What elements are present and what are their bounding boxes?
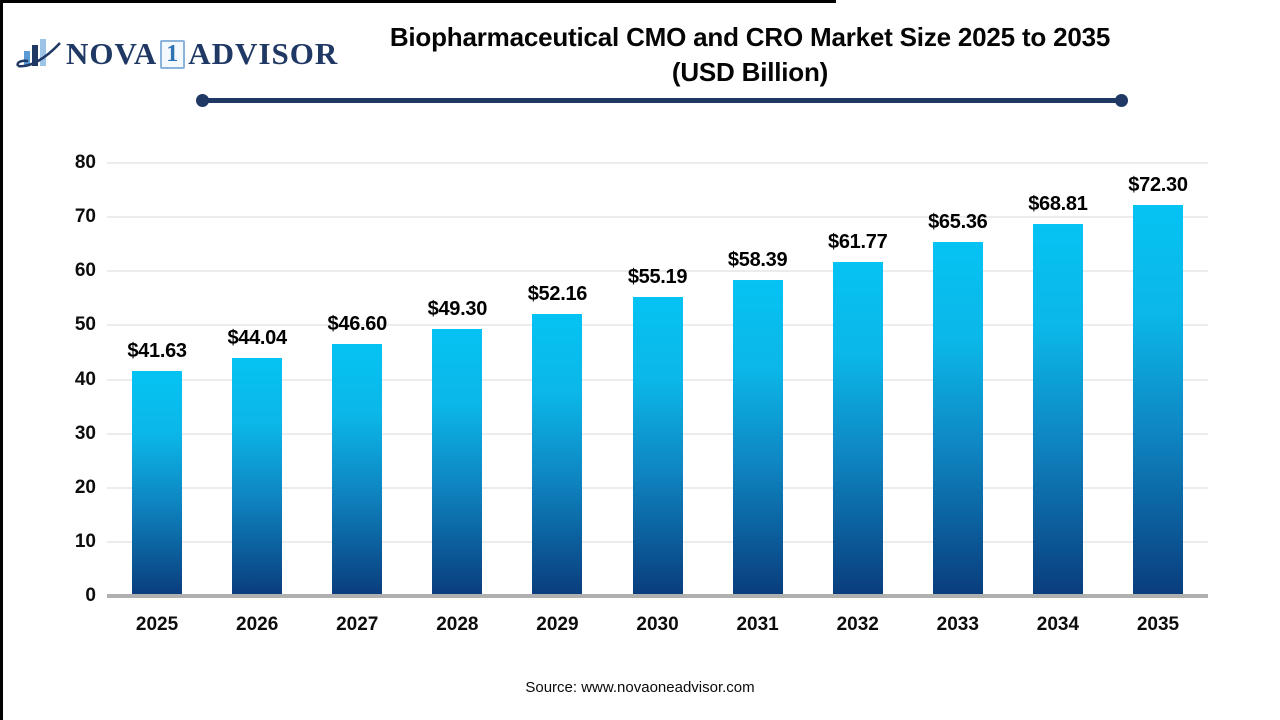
x-tick-label: 2028 — [436, 614, 479, 635]
bar-slot: $68.81 — [1008, 163, 1108, 596]
bar-slot: $46.60 — [307, 163, 407, 596]
x-tick-label: 2031 — [736, 614, 779, 635]
x-tick-label: 2029 — [536, 614, 579, 635]
bar-value-label: $55.19 — [627, 266, 688, 289]
nova-one-advisor-logo: NOVA 1 ADVISOR — [16, 36, 338, 72]
screenshot-edge-left — [0, 0, 3, 720]
y-tick-label: 30 — [74, 422, 96, 444]
x-tick-label: 2035 — [1136, 614, 1180, 635]
y-tick-label: 0 — [85, 585, 96, 606]
bar-2026 — [232, 357, 283, 596]
y-tick-label: 10 — [74, 530, 96, 552]
x-tick-label: 2026 — [236, 614, 279, 635]
screenshot-edge-top — [0, 0, 836, 3]
chart-title: Biopharmaceutical CMO and CRO Market Siz… — [300, 20, 1200, 90]
y-tick-label: 40 — [74, 368, 96, 390]
logo-nova: NOVA — [66, 36, 158, 71]
bar-slot: $65.36 — [908, 163, 1008, 596]
plot-area: $41.63 $44.04 $46.60 $49.30 $52.16 $55.19 $58.… — [107, 162, 1208, 598]
bar-2034 — [1032, 223, 1083, 596]
bar-2035 — [1132, 204, 1183, 596]
x-tick-label: 2033 — [936, 614, 979, 635]
bar-slot: $58.39 — [708, 163, 808, 596]
bar-value-label: $68.81 — [1028, 192, 1088, 215]
bar-2027 — [332, 343, 383, 596]
bar-value-label: $52.16 — [527, 282, 588, 305]
y-tick-label: 80 — [74, 152, 96, 173]
bar-slot: $55.19 — [607, 163, 707, 596]
bar-slot: $52.16 — [507, 163, 607, 596]
bar-2033 — [932, 242, 983, 596]
bar-value-label: $49.30 — [427, 298, 488, 321]
bar-2032 — [832, 261, 883, 596]
bar-slot: $61.77 — [808, 163, 908, 596]
y-tick-label: 70 — [74, 206, 96, 228]
bar-2030 — [632, 297, 683, 596]
x-axis: 2025 2026 2027 2028 2029 2030 2031 2032 2033 2034… — [107, 614, 1208, 636]
bar-slot: $44.04 — [207, 163, 307, 596]
bar-value-label: $44.04 — [227, 326, 287, 349]
bar-value-label: $72.30 — [1128, 173, 1188, 196]
title-underline-rule — [196, 94, 1128, 107]
gridline — [107, 162, 1208, 164]
x-tick-label: 2027 — [336, 614, 379, 635]
y-axis: 0 10 20 30 40 50 60 70 80 — [40, 152, 96, 606]
chart-title-line2: (USD Billion) — [671, 57, 829, 87]
x-tick-label: 2032 — [836, 614, 879, 635]
gridline — [107, 216, 1208, 219]
x-tick-label: 2034 — [1036, 614, 1080, 635]
bar-slot: $41.63 — [107, 163, 207, 596]
x-tick-label: 2025 — [135, 614, 179, 635]
logo-advisor: ADVISOR — [188, 36, 339, 71]
y-tick-label: 20 — [74, 476, 96, 498]
bar-2031 — [732, 279, 783, 596]
gridline — [107, 270, 1208, 273]
bars-row: $41.63 $44.04 $46.60 $49.30 $52.16 $55.19 $58.… — [107, 163, 1208, 596]
bar-value-label: $46.60 — [327, 312, 388, 335]
x-axis-baseline — [107, 594, 1208, 598]
logo-wordmark: NOVA 1 ADVISOR — [66, 36, 338, 72]
y-tick-label: 60 — [74, 260, 96, 282]
bar-2025 — [132, 370, 183, 596]
x-tick-label: 2030 — [636, 614, 679, 635]
bar-value-label: $61.77 — [828, 230, 888, 253]
bar-value-label: $65.36 — [928, 211, 988, 234]
bar-2028 — [432, 329, 483, 596]
bar-slot: $49.30 — [407, 163, 507, 596]
chart-title-line1: Biopharmaceutical CMO and CRO Market Siz… — [389, 22, 1111, 52]
y-tick-label: 50 — [74, 314, 96, 336]
bar-chart-swoosh-icon — [16, 36, 62, 72]
bar-2029 — [532, 313, 583, 596]
bar-value-label: $41.63 — [127, 339, 187, 362]
bar-value-label: $58.39 — [727, 248, 788, 271]
bar-slot: $72.30 — [1108, 163, 1208, 596]
logo-one-box: 1 — [160, 39, 186, 69]
source-attribution: Source: www.novaoneadvisor.com — [525, 679, 755, 696]
